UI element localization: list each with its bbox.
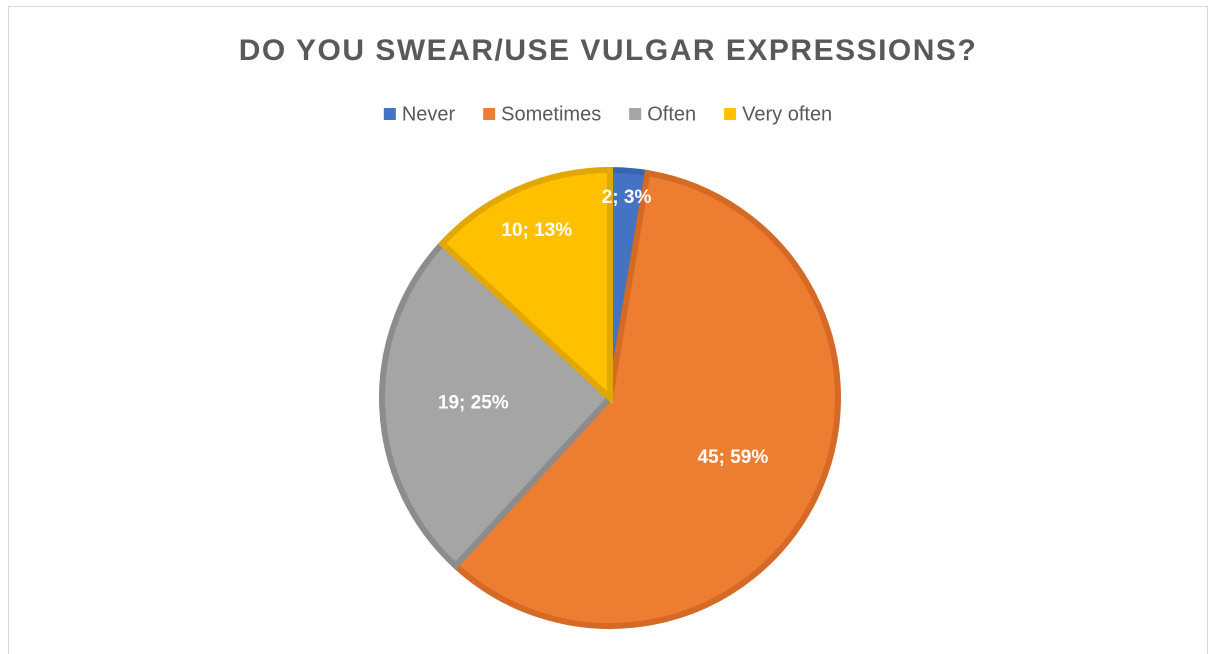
pie-slice xyxy=(379,239,615,570)
legend-label: Sometimes xyxy=(501,103,601,125)
legend-swatch xyxy=(724,108,737,120)
legend-swatch xyxy=(383,108,396,120)
legend-label: Very often xyxy=(742,103,832,125)
legend-swatch xyxy=(483,108,496,120)
pie-slice xyxy=(451,169,841,629)
legend-label: Never xyxy=(402,103,456,125)
data-label: 10; 13% xyxy=(501,220,572,241)
data-label: 2; 3% xyxy=(602,187,652,208)
data-label: 45; 59% xyxy=(698,447,769,468)
data-label: 19; 25% xyxy=(438,393,509,414)
legend-label: Often xyxy=(647,103,696,125)
chart-title: DO YOU SWEAR/USE VULGAR EXPRESSIONS? xyxy=(239,34,978,67)
legend-swatch xyxy=(629,108,642,120)
pie-slice xyxy=(438,166,613,405)
